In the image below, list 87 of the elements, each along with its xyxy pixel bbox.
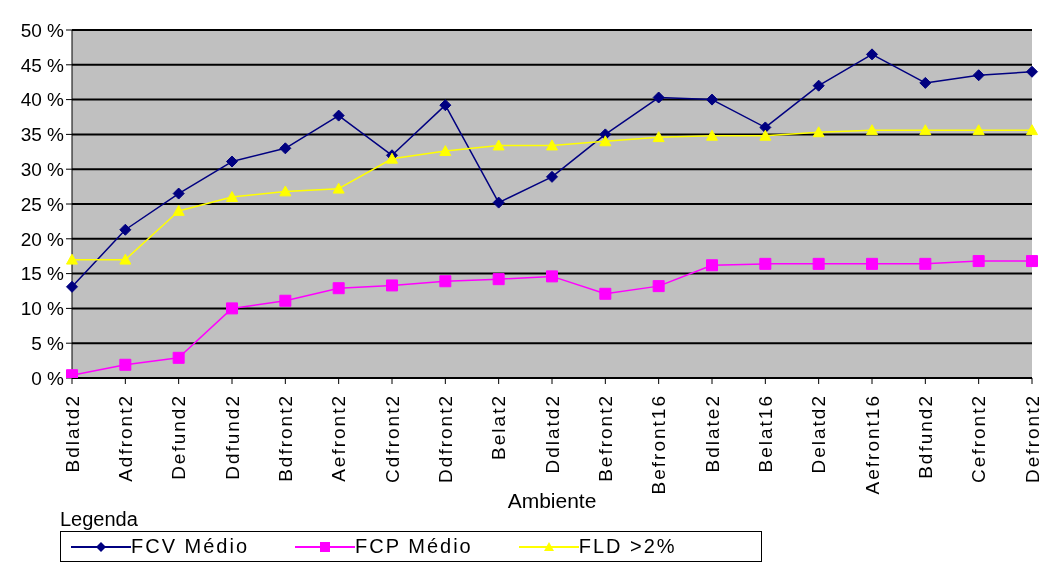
x-tick-label: Bdlate2 — [701, 394, 723, 473]
x-tick-label: Befront2 — [594, 394, 616, 482]
x-tick-label: Defront2 — [1021, 394, 1043, 483]
x-tick-label: Aefront2 — [328, 394, 350, 482]
point — [866, 48, 878, 61]
y-tick-label: 45 % — [20, 54, 65, 76]
point — [119, 223, 132, 236]
point — [812, 257, 825, 270]
point — [652, 91, 665, 104]
point — [1026, 255, 1038, 268]
point — [706, 259, 718, 272]
point — [66, 253, 78, 265]
x-axis-title: Ambiente — [507, 489, 597, 512]
point — [119, 358, 132, 371]
point — [226, 155, 238, 168]
point — [972, 124, 985, 136]
point — [866, 124, 878, 136]
point — [919, 257, 932, 270]
point — [652, 131, 665, 143]
y-tick-label: 5 % — [31, 332, 65, 354]
legend-label: FCP Médio — [355, 535, 473, 558]
point — [1026, 124, 1038, 136]
point — [919, 124, 932, 136]
y-tick-label: 10 % — [20, 298, 65, 320]
y-tick-label: 35 % — [20, 124, 65, 146]
point — [172, 187, 185, 200]
point — [439, 275, 452, 288]
x-tick-label: Defund2 — [168, 394, 190, 480]
point — [66, 280, 78, 293]
y-tick-label: 25 % — [20, 193, 65, 215]
point — [812, 126, 825, 138]
x-tick-label: Cefront2 — [968, 394, 990, 483]
point — [599, 135, 612, 147]
point — [279, 294, 292, 307]
point — [706, 129, 718, 141]
point — [759, 129, 772, 141]
point — [919, 76, 932, 89]
point — [279, 185, 292, 197]
point — [439, 145, 452, 156]
x-tick-label: Adfront2 — [114, 394, 136, 482]
point — [439, 99, 452, 112]
point — [226, 191, 238, 202]
point — [492, 139, 505, 151]
x-tick-label: Belat16 — [754, 394, 776, 473]
point — [706, 93, 718, 106]
point — [332, 282, 345, 295]
x-tick-label: Befront16 — [648, 394, 670, 495]
y-tick-label: 50 % — [20, 19, 65, 41]
x-tick-label: Cdfront2 — [381, 394, 403, 483]
point — [119, 253, 132, 265]
legend-label: FCV Médio — [131, 535, 250, 558]
point — [546, 139, 558, 151]
point — [546, 170, 558, 183]
y-tick-label: 40 % — [20, 89, 65, 111]
point — [172, 204, 185, 216]
legend-label: FLD >2% — [578, 535, 677, 558]
point — [332, 109, 345, 122]
x-tick-label: Bdfront2 — [274, 394, 296, 482]
point — [172, 351, 185, 364]
point — [759, 257, 772, 270]
point — [546, 270, 558, 283]
x-tick-label: Ddfront2 — [434, 394, 456, 483]
point — [812, 79, 825, 92]
x-tick-label: Aefront16 — [861, 394, 883, 495]
point — [492, 273, 505, 286]
point — [972, 69, 985, 82]
point — [332, 182, 345, 194]
point — [226, 302, 238, 315]
point — [1026, 65, 1038, 78]
point — [652, 280, 665, 293]
legend-title: Legenda — [60, 508, 139, 531]
point — [279, 142, 292, 155]
y-tick-label: 30 % — [20, 158, 65, 180]
y-tick-label: 15 % — [20, 263, 65, 285]
x-tick-label: Delatd2 — [808, 394, 830, 474]
x-tick-label: Bdfund2 — [914, 394, 936, 479]
y-tick-label: 0 % — [31, 367, 65, 389]
point — [866, 257, 878, 270]
x-tick-label: Ddfund2 — [221, 394, 243, 480]
point — [492, 196, 505, 209]
x-tick-label: Belat2 — [488, 394, 510, 460]
x-tick-label: Ddlatd2 — [541, 394, 563, 474]
point — [972, 255, 985, 268]
y-tick-label: 20 % — [20, 228, 65, 250]
point — [599, 287, 612, 300]
x-tick-label: Bdlatd2 — [61, 394, 83, 473]
point — [386, 279, 398, 292]
